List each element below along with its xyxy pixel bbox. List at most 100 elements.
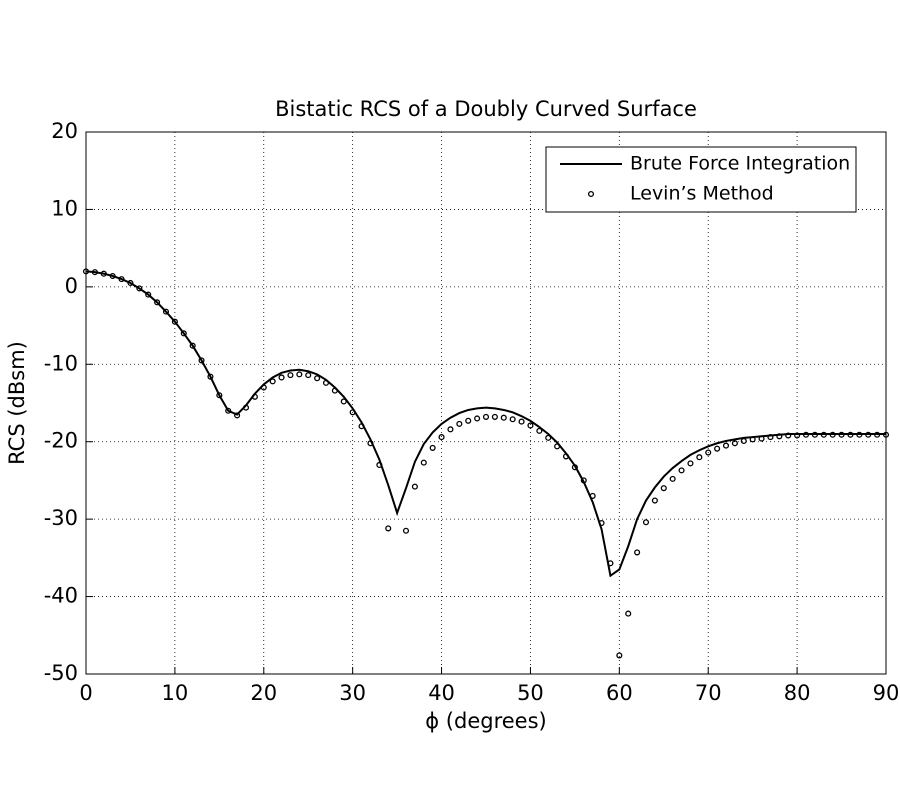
- data-point: [100, 270, 107, 277]
- data-point: [234, 412, 241, 419]
- data-point: [722, 442, 730, 449]
- data-point: [554, 443, 561, 450]
- y-tick-label: -40: [44, 584, 78, 608]
- data-point: [607, 560, 614, 567]
- data-point: [216, 392, 223, 399]
- data-point: [811, 431, 818, 438]
- data-point: [865, 431, 872, 438]
- data-point: [358, 423, 365, 430]
- x-tick-label: 10: [162, 681, 189, 705]
- data-point: [882, 431, 890, 438]
- y-tick-label: -50: [44, 661, 78, 685]
- data-point: [420, 459, 427, 466]
- data-point: [269, 378, 276, 385]
- data-point: [598, 519, 605, 527]
- data-point: [251, 393, 258, 400]
- data-point: [491, 413, 498, 420]
- data-point: [527, 422, 534, 429]
- x-tick-label: 0: [79, 681, 92, 705]
- data-point: [429, 444, 436, 451]
- data-point: [162, 308, 170, 315]
- data-point: [705, 449, 712, 456]
- data-point: [678, 467, 685, 474]
- data-point: [278, 374, 285, 381]
- x-tick-label: 70: [695, 681, 722, 705]
- data-point: [829, 431, 836, 438]
- y-axis-label: RCS (dBsm): [5, 341, 29, 465]
- y-tick-label: 0: [65, 274, 78, 298]
- data-point: [376, 461, 383, 468]
- data-point: [714, 445, 721, 452]
- data-point: [82, 268, 90, 275]
- data-point: [500, 414, 507, 421]
- data-point: [580, 477, 587, 484]
- data-point: [171, 318, 178, 325]
- data-point: [305, 372, 312, 379]
- data-point: [642, 519, 650, 526]
- data-point: [465, 417, 472, 424]
- data-point: [820, 431, 827, 438]
- data-point: [687, 460, 694, 467]
- data-point: [794, 432, 801, 439]
- y-tick-label: -30: [44, 506, 78, 530]
- data-point: [402, 527, 410, 534]
- data-point: [456, 420, 463, 427]
- x-tick-label: 50: [517, 681, 544, 705]
- x-tick-label: 30: [339, 681, 366, 705]
- data-point: [180, 330, 187, 337]
- data-point: [127, 279, 134, 287]
- data-point: [145, 291, 152, 298]
- data-point: [669, 475, 676, 482]
- data-point: [411, 483, 418, 490]
- data-point: [474, 415, 481, 422]
- data-point: [767, 434, 774, 441]
- y-tick-label: 10: [51, 196, 78, 220]
- data-point: [589, 492, 596, 499]
- data-point: [340, 398, 347, 405]
- data-point: [571, 464, 578, 471]
- data-point: [856, 431, 863, 438]
- x-axis-label: ϕ (degrees): [425, 709, 546, 733]
- data-point: [154, 299, 161, 306]
- data-point: [367, 440, 374, 447]
- data-point: [749, 436, 756, 443]
- x-tick-label: 20: [250, 681, 277, 705]
- chart-title: Bistatic RCS of a Doubly Curved Surface: [275, 97, 697, 121]
- data-point: [616, 652, 623, 659]
- data-point: [91, 269, 98, 276]
- legend-box: [545, 146, 857, 213]
- y-tick-label: -20: [44, 429, 78, 453]
- data-point: [287, 372, 294, 379]
- data-point: [518, 418, 525, 425]
- x-tick-label: 80: [784, 681, 811, 705]
- data-point: [136, 285, 143, 292]
- data-point: [438, 434, 445, 441]
- data-point: [874, 431, 881, 438]
- data-point: [260, 384, 267, 391]
- plot-frame: [85, 131, 887, 675]
- data-point: [651, 497, 658, 504]
- data-point: [758, 435, 765, 442]
- data-point: [847, 431, 854, 438]
- data-point: [731, 440, 738, 447]
- y-tick-label: -10: [44, 351, 78, 375]
- data-point: [660, 485, 667, 492]
- data-point: [109, 272, 116, 280]
- data-point: [482, 413, 490, 420]
- data-point: [349, 409, 356, 416]
- data-point: [296, 371, 303, 378]
- data-point: [447, 426, 454, 433]
- x-tick-label: 40: [428, 681, 455, 705]
- x-tick-label: 60: [606, 681, 633, 705]
- data-point: [314, 375, 321, 382]
- data-point: [838, 431, 845, 438]
- data-point: [625, 610, 632, 617]
- data-point: [385, 525, 392, 532]
- legend-label: Brute Force Integration: [630, 153, 850, 175]
- data-point: [198, 357, 205, 364]
- data-point: [696, 454, 703, 461]
- data-point: [242, 404, 250, 411]
- data-point: [225, 407, 232, 414]
